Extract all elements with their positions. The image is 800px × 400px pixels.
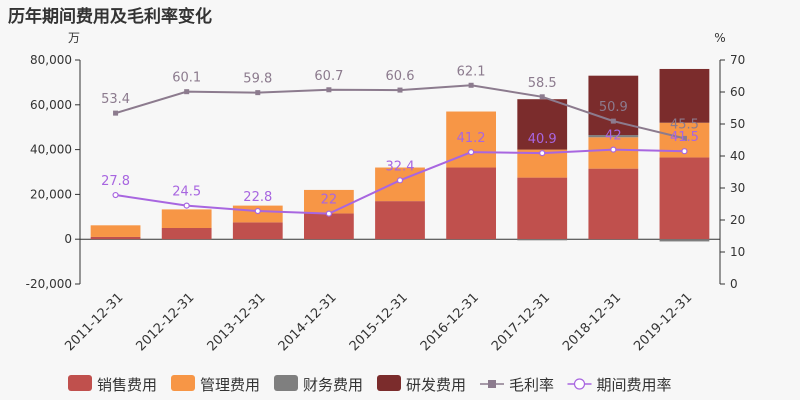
data-label-毛利率: 58.5 bbox=[528, 76, 557, 91]
legend-label-管理费用: 管理费用 bbox=[200, 376, 260, 394]
point-期间费用率 bbox=[468, 149, 475, 156]
y-right-tick-label: 40 bbox=[730, 149, 745, 163]
x-tick-label: 2019-12-31 bbox=[631, 290, 695, 354]
y-right-unit: % bbox=[714, 31, 725, 45]
x-tick-label: 2015-12-31 bbox=[347, 290, 411, 354]
bar-管理费用 bbox=[161, 209, 212, 228]
bar-研发费用 bbox=[517, 99, 568, 150]
bar-研发费用 bbox=[659, 68, 710, 123]
chart-title: 历年期间费用及毛利率变化 bbox=[8, 7, 212, 27]
x-tick-label: 2011-12-31 bbox=[62, 290, 126, 354]
data-label-期间费用率: 22.8 bbox=[243, 190, 272, 205]
legend-swatch-管理费用 bbox=[171, 375, 195, 391]
y-left-tick-label: 60,000 bbox=[30, 98, 72, 112]
data-label-毛利率: 60.6 bbox=[386, 69, 415, 84]
data-label-期间费用率: 40.9 bbox=[528, 132, 557, 147]
legend-label-期间费用率: 期间费用率 bbox=[597, 376, 672, 394]
point-期间费用率 bbox=[254, 207, 261, 215]
x-tick-label: 2017-12-31 bbox=[489, 290, 553, 354]
data-label-期间费用率: 27.8 bbox=[101, 174, 130, 189]
data-label-毛利率: 60.1 bbox=[172, 71, 201, 86]
bar-销售费用 bbox=[375, 201, 425, 240]
point-毛利率 bbox=[681, 135, 687, 141]
data-label-期间费用率: 24.5 bbox=[172, 185, 201, 200]
x-tick-label: 2012-12-31 bbox=[133, 290, 197, 354]
y-right-tick-label: 50 bbox=[730, 117, 745, 131]
legend-marker-期间费用率 bbox=[573, 378, 586, 390]
y-right-tick-label: 20 bbox=[730, 213, 745, 227]
legend-label-销售费用: 销售费用 bbox=[97, 376, 157, 394]
data-label-期间费用率: 32.4 bbox=[386, 159, 415, 174]
point-毛利率 bbox=[113, 110, 119, 116]
y-left-tick-label: 40,000 bbox=[30, 143, 72, 157]
bars bbox=[90, 68, 710, 242]
point-期间费用率 bbox=[610, 146, 617, 153]
bar-管理费用 bbox=[90, 225, 141, 237]
legend: 销售费用 管理费用 财务费用 研发费用 毛利率 期间费用率 bbox=[68, 375, 672, 394]
x-tick-label: 2013-12-31 bbox=[205, 290, 269, 354]
point-毛利率 bbox=[255, 90, 261, 96]
bar-财务费用 bbox=[588, 135, 639, 138]
y-left-tick-label: 20,000 bbox=[30, 187, 72, 201]
point-期间费用率 bbox=[183, 202, 190, 209]
point-毛利率 bbox=[184, 89, 190, 95]
y-left-tick-label: 0 bbox=[64, 232, 72, 246]
bar-销售费用 bbox=[446, 167, 496, 240]
bar-财务费用 bbox=[659, 239, 710, 242]
legend-swatch-研发费用 bbox=[377, 375, 401, 391]
bar-财务费用 bbox=[517, 239, 568, 241]
legend-label-毛利率: 毛利率 bbox=[509, 376, 554, 394]
data-label-期间费用率: 22 bbox=[321, 193, 338, 208]
data-label-毛利率: 60.7 bbox=[314, 69, 343, 84]
x-tick-label: 2018-12-31 bbox=[560, 290, 624, 354]
data-label-期间费用率: 41.2 bbox=[457, 131, 486, 146]
bar-销售费用 bbox=[659, 157, 710, 240]
legend-marker-毛利率 bbox=[488, 380, 496, 388]
bar-销售费用 bbox=[304, 213, 354, 240]
data-label-期间费用率: 42 bbox=[605, 129, 622, 144]
data-labels: 53.4 60.1 59.8 60.7 60.6 62.1 58.5 50.9 45.5 27.8… bbox=[101, 64, 699, 207]
point-期间费用率 bbox=[396, 177, 404, 184]
legend-label-财务费用: 财务费用 bbox=[303, 376, 363, 394]
x-tick-label: 2014-12-31 bbox=[276, 290, 340, 354]
y-left-tick-label: -20,000 bbox=[26, 277, 72, 291]
data-label-毛利率: 62.1 bbox=[457, 64, 486, 79]
data-label-期间费用率: 41.5 bbox=[670, 130, 699, 145]
y-right-tick-label: 60 bbox=[730, 85, 745, 99]
point-期间费用率 bbox=[539, 150, 546, 157]
y-right-tick-label: 70 bbox=[730, 53, 745, 67]
bar-销售费用 bbox=[588, 168, 639, 240]
bar-管理费用 bbox=[588, 137, 639, 169]
y-left-unit: 万 bbox=[68, 31, 80, 45]
point-毛利率 bbox=[397, 87, 403, 93]
lines bbox=[112, 82, 688, 217]
data-label-毛利率: 45.5 bbox=[670, 117, 699, 132]
point-毛利率 bbox=[539, 94, 545, 100]
bar-销售费用 bbox=[90, 236, 141, 240]
bar-销售费用 bbox=[161, 228, 212, 240]
point-毛利率 bbox=[326, 87, 332, 93]
x-tick-label: 2016-12-31 bbox=[418, 290, 482, 354]
y-left-tick-label: 80,000 bbox=[30, 53, 72, 67]
point-期间费用率 bbox=[112, 191, 119, 199]
legend-swatch-财务费用 bbox=[274, 375, 298, 391]
legend-swatch-销售费用 bbox=[68, 375, 92, 391]
point-期间费用率 bbox=[681, 148, 688, 155]
bar-销售费用 bbox=[517, 177, 568, 240]
data-label-毛利率: 50.9 bbox=[599, 100, 628, 115]
y-right-tick-label: 10 bbox=[730, 245, 745, 259]
point-毛利率 bbox=[610, 118, 616, 124]
bar-销售费用 bbox=[232, 222, 283, 240]
point-毛利率 bbox=[468, 82, 474, 88]
y-right-tick-label: 0 bbox=[730, 277, 738, 291]
data-label-毛利率: 53.4 bbox=[101, 92, 130, 107]
y-right-tick-label: 30 bbox=[730, 181, 745, 195]
data-label-毛利率: 59.8 bbox=[243, 72, 272, 87]
point-期间费用率 bbox=[325, 210, 332, 217]
legend-label-研发费用: 研发费用 bbox=[406, 376, 466, 394]
